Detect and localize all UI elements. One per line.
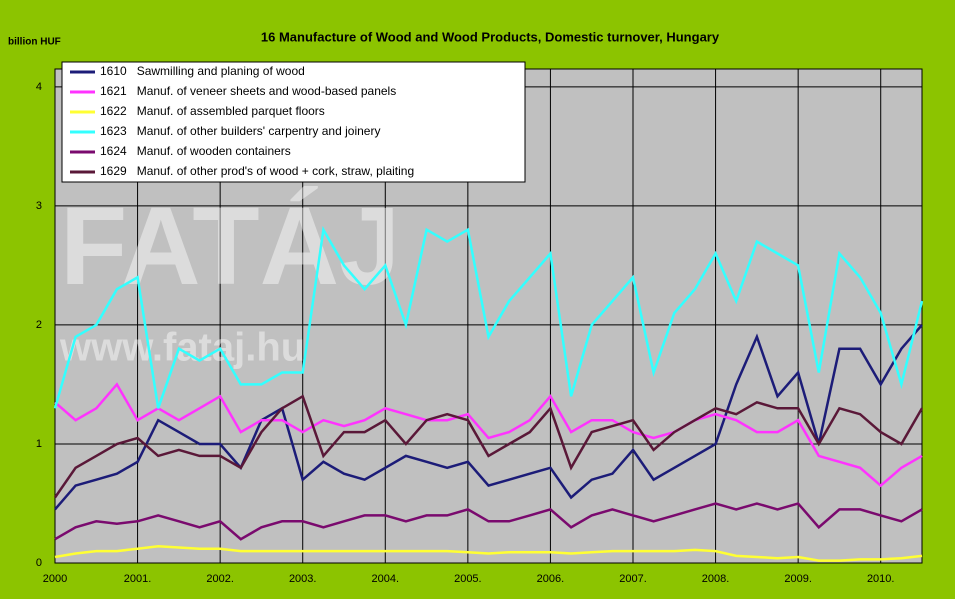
legend-box bbox=[61, 61, 526, 183]
y-tick-label: 0 bbox=[36, 557, 42, 569]
series-line bbox=[54, 545, 923, 562]
x-tick-label: 2001. bbox=[124, 573, 152, 585]
y-tick-label: 2 bbox=[36, 319, 42, 331]
watermark: FATÁJ bbox=[60, 185, 400, 308]
y-tick-label: 3 bbox=[36, 200, 42, 212]
x-tick-label: 2000 bbox=[43, 573, 67, 585]
x-tick-label: 2005. bbox=[454, 573, 482, 585]
y-tick-label: 4 bbox=[36, 81, 42, 93]
legend-label: 1624 Manuf. of wooden containers bbox=[100, 144, 291, 158]
watermark-url: www.fataj.hu bbox=[59, 326, 305, 370]
legend-label: 1623 Manuf. of other builders' carpentry… bbox=[100, 124, 380, 138]
legend-label: 1610 Sawmilling and planing of wood bbox=[100, 64, 305, 78]
x-tick-label: 2007. bbox=[619, 573, 647, 585]
series-line bbox=[53, 394, 924, 499]
x-tick-label: 2006. bbox=[537, 573, 565, 585]
y-tick-label: 1 bbox=[36, 438, 42, 450]
y-axis-label: billion HUF bbox=[8, 37, 61, 48]
x-tick-label: 2010. bbox=[867, 573, 895, 585]
legend-label: 1622 Manuf. of assembled parquet floors bbox=[100, 104, 325, 118]
legend-label: 1629 Manuf. of other prod's of wood + co… bbox=[100, 164, 414, 178]
x-tick-label: 2004. bbox=[372, 573, 400, 585]
series-line bbox=[54, 382, 923, 488]
x-tick-label: 2008. bbox=[702, 573, 730, 585]
x-tick-label: 2002. bbox=[206, 573, 234, 585]
series-line bbox=[54, 324, 923, 511]
series-line bbox=[53, 225, 924, 409]
x-tick-label: 2009. bbox=[784, 573, 812, 585]
x-tick-label: 2003. bbox=[289, 573, 317, 585]
chart-title: 16 Manufacture of Wood and Wood Products… bbox=[261, 29, 720, 44]
legend-label: 1621 Manuf. of veneer sheets and wood-ba… bbox=[100, 84, 396, 98]
series-line bbox=[54, 502, 923, 541]
